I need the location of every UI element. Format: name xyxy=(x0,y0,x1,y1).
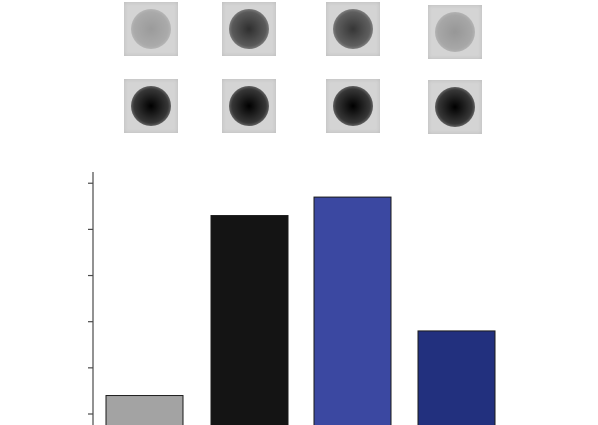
dot-blot-spot xyxy=(435,87,475,127)
dot-blot-top-1 xyxy=(124,2,178,56)
bar-3 xyxy=(314,197,391,425)
dot-blot-top-4 xyxy=(428,5,482,59)
bar-chart xyxy=(0,150,598,425)
dot-blot-bottom-2 xyxy=(222,79,276,133)
dot-blot-top-3 xyxy=(326,2,380,56)
bars xyxy=(106,197,495,425)
bar-1 xyxy=(106,396,183,425)
dot-blot-bottom-1 xyxy=(124,79,178,133)
bar-4 xyxy=(418,331,495,425)
y-axis xyxy=(88,172,93,425)
dot-blot-spot xyxy=(131,9,171,49)
dot-blot-bottom-3 xyxy=(326,79,380,133)
dot-blot-panel xyxy=(0,0,598,145)
dot-blot-bottom-4 xyxy=(428,80,482,134)
dot-blot-spot xyxy=(229,9,269,49)
bar-2 xyxy=(211,216,288,425)
dot-blot-spot xyxy=(333,86,373,126)
dot-blot-spot xyxy=(229,86,269,126)
dot-blot-spot xyxy=(131,86,171,126)
dot-blot-spot xyxy=(333,9,373,49)
dot-blot-top-2 xyxy=(222,2,276,56)
dot-blot-spot xyxy=(435,12,475,52)
